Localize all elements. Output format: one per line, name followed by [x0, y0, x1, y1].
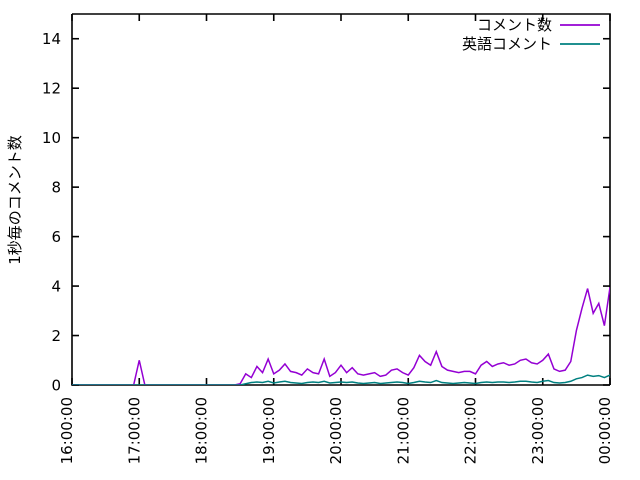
x-tick-label: 17:00:00: [125, 397, 143, 464]
x-tick-label: 20:00:00: [327, 397, 345, 464]
x-tick-label: 22:00:00: [462, 397, 480, 464]
series-line-2: [72, 374, 610, 385]
y-tick-label: 2: [51, 327, 61, 345]
legend-label-2: 英語コメント: [462, 35, 552, 53]
data-series-group: [72, 287, 610, 385]
y-tick-label: 12: [42, 80, 61, 98]
y-tick-label: 4: [51, 278, 61, 296]
x-tick-label: 19:00:00: [260, 397, 278, 464]
y-tick-label: 8: [51, 179, 61, 197]
y-axis-title: 1秒毎のコメント数: [6, 135, 24, 265]
x-tick-label: 16:00:00: [58, 397, 76, 464]
y-tick-label: 14: [42, 30, 61, 48]
x-tick-label: 18:00:00: [193, 397, 211, 464]
x-tick-label: 00:00:00: [596, 397, 614, 464]
legend-label-1: コメント数: [477, 16, 552, 34]
y-tick-label: 0: [51, 377, 61, 395]
x-tick-label: 23:00:00: [529, 397, 547, 464]
x-axis-ticks: 16:00:00 17:00:00 18:00:00 19:00:00 20:00:00…: [58, 14, 614, 464]
y-axis-ticks: 0 2 4 6 8 10 12 14: [42, 30, 610, 395]
y-tick-label: 6: [51, 228, 61, 246]
x-tick-label: 21:00:00: [394, 397, 412, 464]
plot-frame: [71, 13, 611, 386]
y-tick-label: 10: [42, 129, 61, 147]
series-line-1: [72, 287, 610, 385]
y-axis-title-text: 1秒毎のコメント数: [6, 135, 24, 265]
